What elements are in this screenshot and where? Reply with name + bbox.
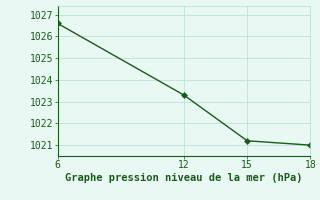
X-axis label: Graphe pression niveau de la mer (hPa): Graphe pression niveau de la mer (hPa) bbox=[65, 173, 303, 183]
